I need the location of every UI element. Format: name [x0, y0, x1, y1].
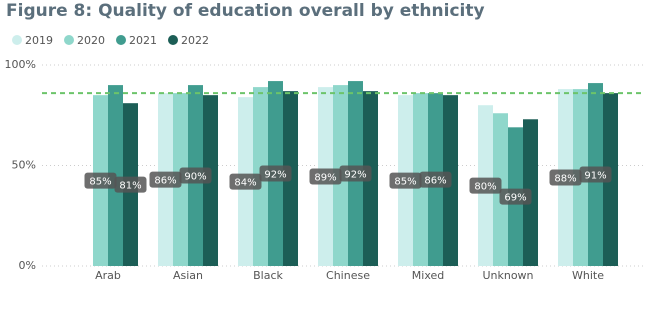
y-tick-label: 0% — [19, 259, 36, 272]
value-label-box — [339, 165, 372, 182]
value-label: 89% — [314, 173, 336, 184]
y-tick-label: 100% — [5, 58, 36, 71]
legend-swatch — [168, 35, 178, 45]
value-label: 84% — [234, 178, 256, 189]
value-label: 86% — [154, 176, 176, 187]
x-tick-label: Arab — [95, 269, 121, 282]
value-label-box — [309, 168, 342, 185]
value-label-box — [114, 176, 147, 193]
value-label: 81% — [119, 181, 141, 192]
value-label-box — [469, 177, 502, 194]
value-label-box — [259, 165, 292, 182]
x-tick-label: Mixed — [412, 269, 444, 282]
legend-swatch — [64, 35, 74, 45]
value-label-box — [579, 166, 612, 183]
value-label-box — [179, 167, 212, 184]
value-label-box — [549, 169, 582, 186]
legend-label: 2021 — [129, 34, 157, 47]
value-label-box — [229, 173, 262, 190]
value-label-box — [499, 188, 532, 205]
x-tick-label: Black — [253, 269, 283, 282]
legend-swatch — [12, 35, 22, 45]
value-label: 80% — [474, 182, 496, 193]
legend-label: 2020 — [77, 34, 105, 47]
chart-title: Figure 8: Quality of education overall b… — [6, 1, 485, 21]
value-label: 86% — [424, 176, 446, 187]
value-label: 92% — [344, 170, 366, 181]
value-label-box — [389, 172, 422, 189]
legend-label: 2019 — [25, 34, 53, 47]
x-tick-label: Asian — [173, 269, 203, 282]
value-label: 88% — [554, 174, 576, 185]
value-label-box — [419, 171, 452, 188]
x-tick-label: White — [572, 269, 604, 282]
y-tick-label: 50% — [12, 159, 36, 172]
x-tick-label: Unknown — [482, 269, 533, 282]
value-label-box — [84, 172, 117, 189]
value-label-box — [149, 171, 182, 188]
value-label: 85% — [89, 177, 111, 188]
value-label: 69% — [504, 193, 526, 204]
value-label: 85% — [394, 177, 416, 188]
x-tick-label: Chinese — [326, 269, 370, 282]
value-label: 90% — [184, 172, 206, 183]
value-label: 91% — [584, 171, 606, 182]
legend-label: 2022 — [181, 34, 209, 47]
value-label: 92% — [264, 170, 286, 181]
legend-swatch — [116, 35, 126, 45]
